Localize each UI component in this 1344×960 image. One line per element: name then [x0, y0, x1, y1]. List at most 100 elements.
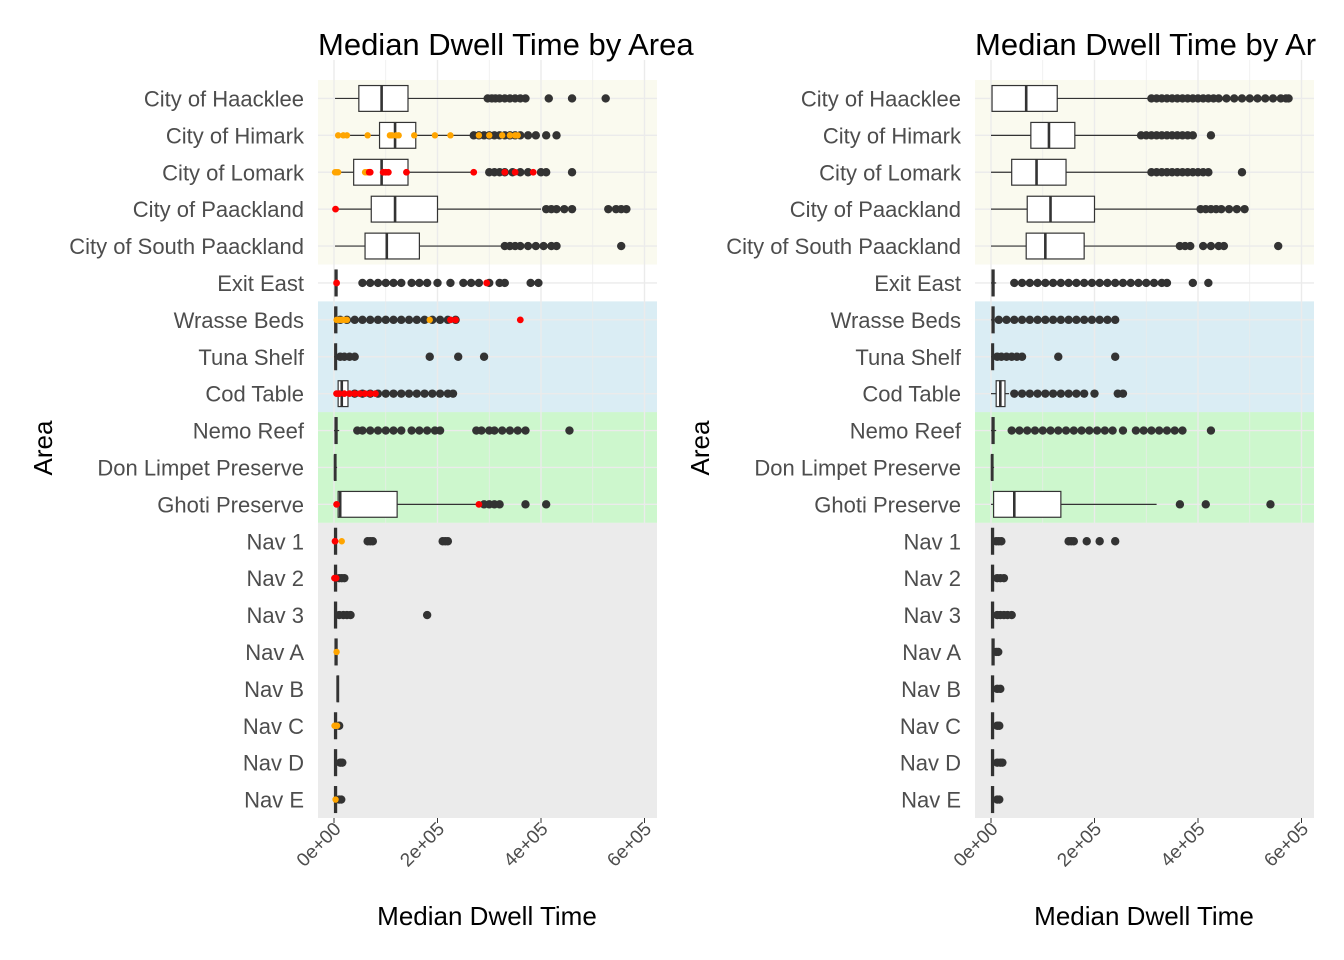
- highlight-point-orange: [506, 132, 514, 139]
- category-label: Nav 2: [904, 566, 961, 591]
- box-city-of-haacklee: [335, 84, 610, 112]
- panel-right: City of Haacklee City of Himark City of Lo…: [685, 27, 1316, 931]
- outlier-point: [1010, 389, 1019, 398]
- outlier-point: [516, 168, 525, 177]
- outlier-point: [407, 426, 416, 435]
- outlier-point: [1038, 426, 1047, 435]
- outlier-point: [1204, 278, 1213, 288]
- outlier-point: [1170, 426, 1179, 435]
- highlight-point-red: [346, 390, 353, 398]
- category-label: Wrasse Beds: [174, 308, 304, 333]
- outlier-point: [999, 573, 1009, 583]
- category-label: City of Himark: [823, 123, 962, 148]
- iqr-box: [364, 232, 420, 260]
- outlier-point: [523, 131, 533, 140]
- outlier-point: [1266, 500, 1275, 509]
- outlier-point: [425, 352, 434, 361]
- outlier-point: [1033, 315, 1042, 325]
- outlier-point: [338, 758, 347, 767]
- box-nav-a: [991, 638, 1003, 666]
- outlier-point: [479, 352, 489, 361]
- x-axis-title-right: Median Dwell Time: [1034, 901, 1254, 931]
- outlier-point: [1010, 315, 1019, 325]
- box-city-of-south-paackland: [991, 232, 1283, 260]
- outlier-point: [1237, 94, 1247, 103]
- outlier-point: [1002, 315, 1011, 325]
- y-axis-title-right: Area: [685, 420, 715, 475]
- outlier-point: [1072, 278, 1081, 288]
- category-label: City of Lomark: [819, 160, 962, 185]
- category-labels-left: City of Haacklee City of Himark City of Lo…: [69, 86, 305, 812]
- outlier-point: [1095, 537, 1104, 546]
- outlier-point: [1147, 426, 1156, 435]
- category-labels-right: City of Haacklee City of Himark City of Lo…: [726, 86, 962, 812]
- outlier-point: [1204, 168, 1213, 177]
- outlier-point: [1079, 278, 1089, 288]
- outlier-point: [617, 241, 626, 251]
- outlier-point: [415, 278, 424, 288]
- outlier-point: [389, 278, 398, 288]
- outlier-point: [1139, 426, 1148, 435]
- highlight-point-red: [356, 390, 364, 398]
- outlier-point: [422, 278, 432, 288]
- outlier-point: [1214, 94, 1223, 103]
- outlier-point: [997, 537, 1006, 546]
- outlier-point: [420, 315, 429, 325]
- outlier-point: [541, 131, 551, 140]
- box-nav-c: [331, 712, 344, 740]
- outlier-point: [1230, 94, 1239, 103]
- highlight-point-orange: [395, 132, 402, 139]
- outlier-point: [1087, 315, 1097, 325]
- highlight-point-red: [501, 168, 509, 176]
- outlier-point: [1033, 389, 1042, 398]
- outlier-point: [435, 315, 445, 325]
- box-tuna-shelf: [991, 343, 1120, 371]
- outlier-point: [397, 315, 406, 325]
- highlight-point-orange: [514, 132, 521, 139]
- outlier-point: [459, 278, 468, 288]
- box-nav-3: [990, 601, 1016, 629]
- outlier-point: [358, 278, 367, 288]
- box-don-limpet-preserve: [333, 453, 338, 481]
- category-label: Nav B: [901, 677, 961, 702]
- outlier-point: [995, 795, 1004, 804]
- outlier-point: [1048, 389, 1058, 398]
- box-city-of-lomark: [331, 158, 577, 186]
- outlier-point: [443, 537, 453, 546]
- box-exit-east: [991, 269, 1213, 297]
- category-label: Nemo Reef: [850, 419, 962, 444]
- outlier-point: [1087, 278, 1097, 288]
- iqr-box: [370, 195, 439, 223]
- box-city-of-haacklee: [991, 84, 1293, 112]
- boxplots-right: [990, 84, 1293, 814]
- outlier-point: [1079, 389, 1089, 398]
- outlier-point: [1095, 315, 1104, 325]
- outlier-point: [1237, 168, 1247, 177]
- outlier-point: [1118, 389, 1128, 398]
- category-label: Nav 3: [247, 603, 304, 628]
- highlight-point-orange: [333, 648, 340, 656]
- outlier-point: [366, 278, 375, 288]
- outlier-point: [531, 131, 541, 140]
- outlier-point: [523, 168, 533, 177]
- category-label: Exit East: [874, 271, 961, 296]
- box-wrasse-beds: [991, 306, 1120, 334]
- category-label: Nav B: [244, 677, 304, 702]
- outlier-point: [1232, 204, 1242, 214]
- box-city-of-himark: [991, 121, 1216, 149]
- outlier-point: [1142, 278, 1151, 288]
- outlier-point: [1030, 426, 1040, 435]
- outlier-point: [1064, 278, 1073, 288]
- highlight-point-red: [516, 316, 524, 324]
- outlier-point: [404, 389, 414, 398]
- highlight-point-red: [384, 168, 392, 176]
- category-label: Nav D: [243, 751, 304, 776]
- iqr-box: [1026, 195, 1096, 223]
- outlier-point: [1253, 94, 1262, 103]
- y-axis-title-left: Area: [28, 420, 58, 475]
- outlier-point: [1206, 241, 1216, 251]
- outlier-point: [446, 278, 455, 288]
- outlier-point: [397, 278, 406, 288]
- outlier-point: [412, 389, 421, 398]
